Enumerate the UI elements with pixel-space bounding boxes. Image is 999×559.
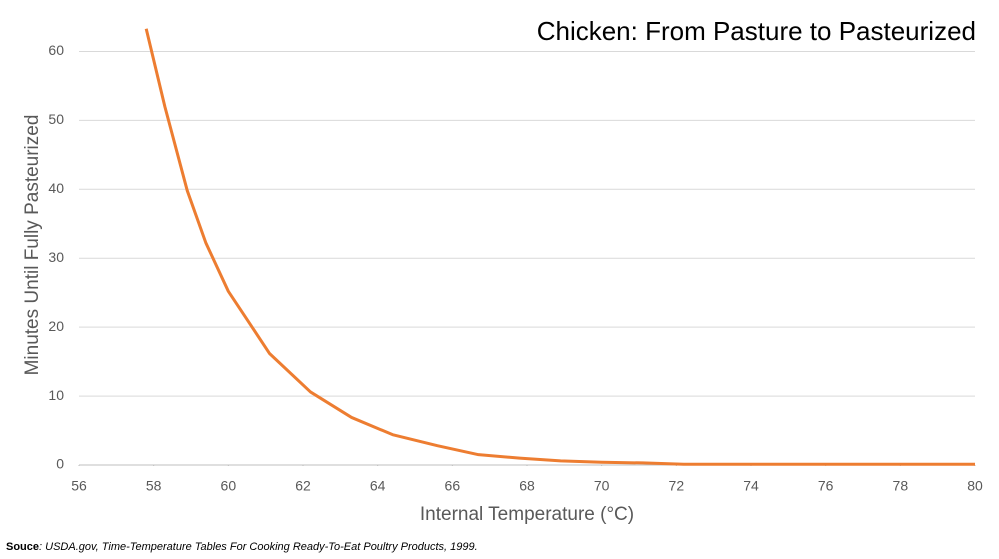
y-tick-label: 30 xyxy=(48,249,64,265)
x-tick-label: 78 xyxy=(893,478,909,494)
x-tick-label: 74 xyxy=(743,478,759,494)
chart-title: Chicken: From Pasture to Pasteurized xyxy=(537,16,976,46)
y-tick-label: 60 xyxy=(48,42,64,58)
x-tick-label: 80 xyxy=(967,478,983,494)
y-tick-label: 40 xyxy=(48,180,64,196)
source-note: Souce: USDA.gov, Time-Temperature Tables… xyxy=(6,541,478,553)
y-axis-label: Minutes Until Fully Pasteurized xyxy=(22,115,43,376)
y-tick-label: 20 xyxy=(48,318,64,334)
x-tick-label: 76 xyxy=(818,478,834,494)
x-tick-label: 56 xyxy=(71,478,87,494)
y-tick-label: 50 xyxy=(48,111,64,127)
x-tick-label: 66 xyxy=(445,478,461,494)
source-text: : USDA.gov, Time-Temperature Tables For … xyxy=(39,541,478,553)
x-tick-label: 62 xyxy=(295,478,311,494)
x-tick-label: 60 xyxy=(221,478,237,494)
x-tick-label: 72 xyxy=(669,478,685,494)
y-tick-label: 10 xyxy=(48,387,64,403)
x-tick-label: 64 xyxy=(370,478,386,494)
x-tick-label: 70 xyxy=(594,478,610,494)
x-tick-label: 68 xyxy=(519,478,535,494)
data-line xyxy=(144,28,975,466)
source-label: Souce xyxy=(6,541,39,553)
x-tick-label: 58 xyxy=(146,478,162,494)
x-axis-label: Internal Temperature (°C) xyxy=(420,504,634,525)
y-tick-label: 0 xyxy=(56,456,64,472)
